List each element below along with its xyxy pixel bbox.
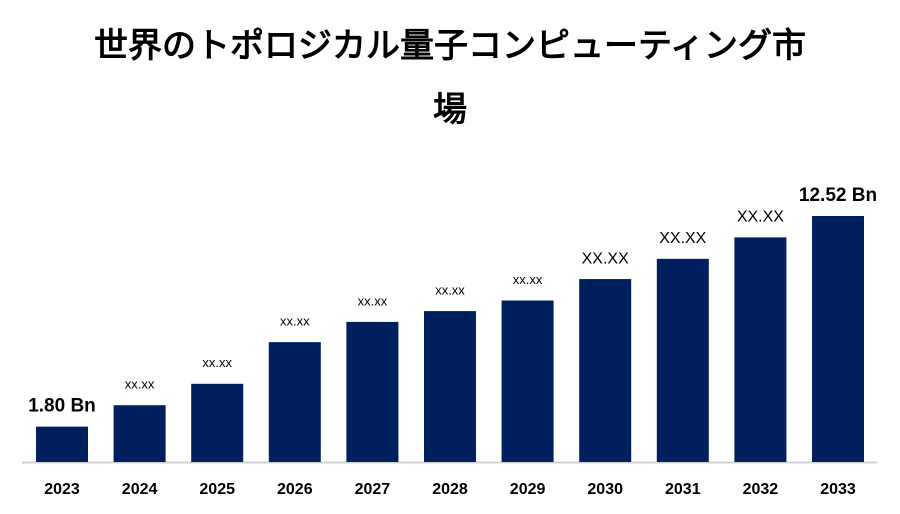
x-tick-label: 2025 <box>199 481 235 498</box>
x-tick-label: 2023 <box>44 481 80 498</box>
bar <box>268 342 321 462</box>
x-tick-label: 2031 <box>665 481 701 498</box>
value-label: XX.XX <box>737 209 784 226</box>
bar <box>501 300 554 462</box>
bar <box>734 237 787 462</box>
bar <box>424 311 476 462</box>
x-tick-label: 2027 <box>355 481 391 498</box>
value-label: 1.80 Bn <box>28 396 96 417</box>
x-tick-label: 2032 <box>743 481 779 498</box>
value-label: xx.xx <box>280 314 310 329</box>
value-label: 12.52 Bn <box>799 185 877 206</box>
bar <box>656 258 709 462</box>
value-label: xx.xx <box>202 355 232 370</box>
chart-title: 世界のトポロジカル量子コンピューティング市場 <box>94 26 806 130</box>
x-tick-label: 2029 <box>510 481 546 498</box>
bar <box>113 405 166 462</box>
x-tick-label: 2033 <box>820 481 856 498</box>
value-label: xx.xx <box>513 272 543 287</box>
value-label: xx.xx <box>358 293 388 308</box>
bar <box>191 383 244 462</box>
value-label: XX.XX <box>659 230 706 247</box>
value-label: xx.xx <box>125 377 155 392</box>
x-tick-label: 2028 <box>432 481 468 498</box>
bar <box>579 279 632 462</box>
x-tick-label: 2026 <box>277 481 313 498</box>
value-label: XX.XX <box>582 250 629 267</box>
bar <box>36 426 88 462</box>
bar <box>346 321 399 462</box>
value-label: xx.xx <box>435 283 465 298</box>
bar <box>812 216 864 462</box>
x-tick-label: 2024 <box>122 481 158 498</box>
x-tick-label: 2030 <box>587 481 623 498</box>
